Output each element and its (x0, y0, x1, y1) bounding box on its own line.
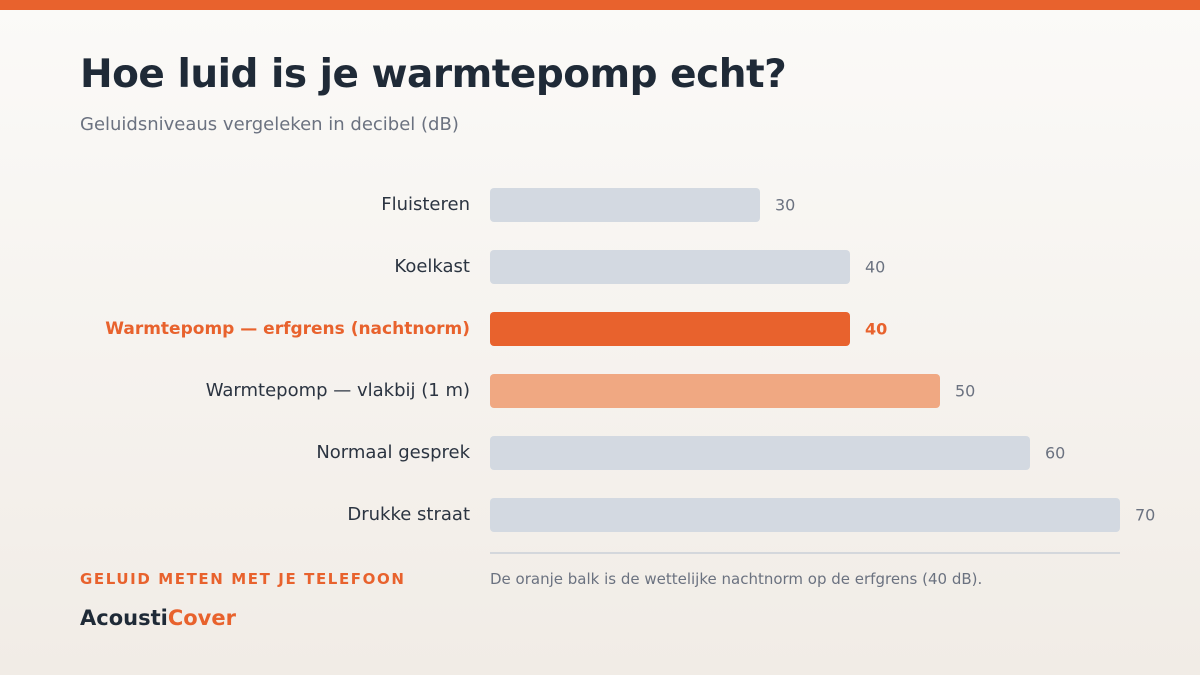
brand-logo: AcoustiCover (80, 606, 236, 630)
value-label: 50 (955, 382, 975, 401)
chart-footnote: De oranje balk is de wettelijke nachtnor… (490, 570, 983, 588)
page-title: Hoe luid is je warmtepomp echt? (80, 52, 787, 97)
bar (490, 188, 760, 222)
bar (490, 312, 850, 346)
category-label: Normaal gesprek (316, 442, 470, 463)
bar (490, 374, 940, 408)
value-label: 40 (865, 258, 885, 277)
page-subtitle: Geluidsniveaus vergeleken in decibel (dB… (80, 114, 459, 135)
bar (490, 436, 1030, 470)
value-label: 30 (775, 196, 795, 215)
brand-logo-part-1: Acousti (80, 606, 168, 630)
value-label: 40 (865, 320, 887, 339)
value-label: 70 (1135, 506, 1155, 525)
top-accent-bar (0, 0, 1200, 10)
bar (490, 250, 850, 284)
category-label: Fluisteren (381, 194, 470, 215)
category-label: Warmtepomp — erfgrens (nachtnorm) (105, 319, 470, 339)
bar (490, 498, 1120, 532)
category-label: Drukke straat (347, 504, 470, 525)
brand-tagline: GELUID METEN MET JE TELEFOON (80, 570, 406, 588)
category-label: Warmtepomp — vlakbij (1 m) (206, 380, 470, 401)
brand-logo-part-2: Cover (167, 606, 236, 630)
category-label: Koelkast (394, 256, 470, 277)
value-label: 60 (1045, 444, 1065, 463)
